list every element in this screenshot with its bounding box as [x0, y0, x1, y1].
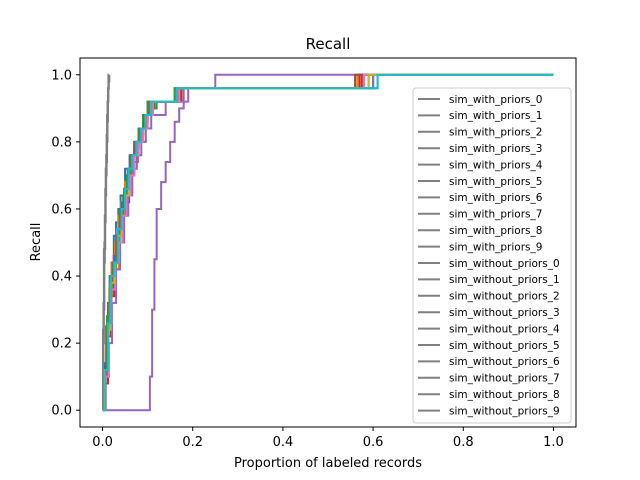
x-tick-label: 0.0 — [92, 435, 113, 450]
x-axis: 0.0 0.2 0.4 0.6 0.8 1.0 — [92, 427, 564, 450]
x-tick-label: 1.0 — [543, 435, 564, 450]
x-axis-label: Proportion of labeled records — [234, 456, 422, 471]
legend-entry-label: sim_with_priors_5 — [449, 176, 542, 188]
y-axis: 0.0 0.2 0.4 0.6 0.8 1.0 — [51, 68, 80, 419]
legend-entry-label: sim_without_priors_9 — [449, 405, 560, 417]
plot-area — [102, 73, 554, 412]
series-line-sim_with_priors_4 — [102, 73, 554, 412]
y-tick-label: 0.0 — [51, 404, 72, 419]
y-tick-label: 0.2 — [51, 337, 72, 352]
legend-box — [412, 87, 572, 424]
legend-entry-label: sim_with_priors_3 — [449, 143, 542, 155]
legend-entry-label: sim_without_priors_6 — [449, 356, 560, 368]
legend-entry-label: sim_without_priors_5 — [449, 340, 560, 352]
legend-entry-label: sim_without_priors_8 — [449, 389, 560, 401]
series-line-sim_without_priors_7 — [102, 73, 110, 412]
y-tick-label: 0.6 — [51, 202, 72, 217]
series-line-sim_without_priors_9 — [102, 73, 554, 412]
legend-entry-label: sim_with_priors_4 — [449, 159, 543, 171]
x-tick-label: 0.2 — [182, 435, 203, 450]
legend: sim_with_priors_0 sim_with_priors_1 sim_wi… — [412, 87, 572, 424]
chart-title: Recall — [306, 35, 351, 53]
legend-entry-label: sim_with_priors_0 — [449, 94, 542, 106]
legend-entry-label: sim_without_priors_3 — [449, 307, 560, 319]
y-tick-label: 0.4 — [51, 270, 72, 285]
legend-entry-label: sim_with_priors_2 — [449, 127, 542, 139]
legend-entry-label: sim_with_priors_9 — [449, 241, 542, 253]
x-tick-label: 0.6 — [363, 435, 384, 450]
legend-entry-label: sim_without_priors_2 — [449, 291, 560, 303]
legend-entry-label: sim_without_priors_7 — [449, 373, 560, 385]
x-tick-label: 0.4 — [273, 435, 294, 450]
y-tick-label: 0.8 — [51, 135, 72, 150]
legend-entry-label: sim_without_priors_0 — [449, 258, 560, 270]
legend-entry-label: sim_with_priors_8 — [449, 225, 542, 237]
axes-frame — [79, 57, 577, 428]
legend-entry-label: sim_with_priors_1 — [449, 110, 542, 122]
y-tick-label: 1.0 — [51, 68, 72, 83]
y-axis-label: Recall — [29, 223, 44, 262]
legend-entry-label: sim_without_priors_4 — [449, 323, 560, 335]
legend-entry-label: sim_with_priors_6 — [449, 192, 543, 204]
legend-entry-label: sim_without_priors_1 — [449, 274, 560, 286]
legend-entry-label: sim_with_priors_7 — [449, 209, 542, 221]
x-tick-label: 0.8 — [453, 435, 474, 450]
